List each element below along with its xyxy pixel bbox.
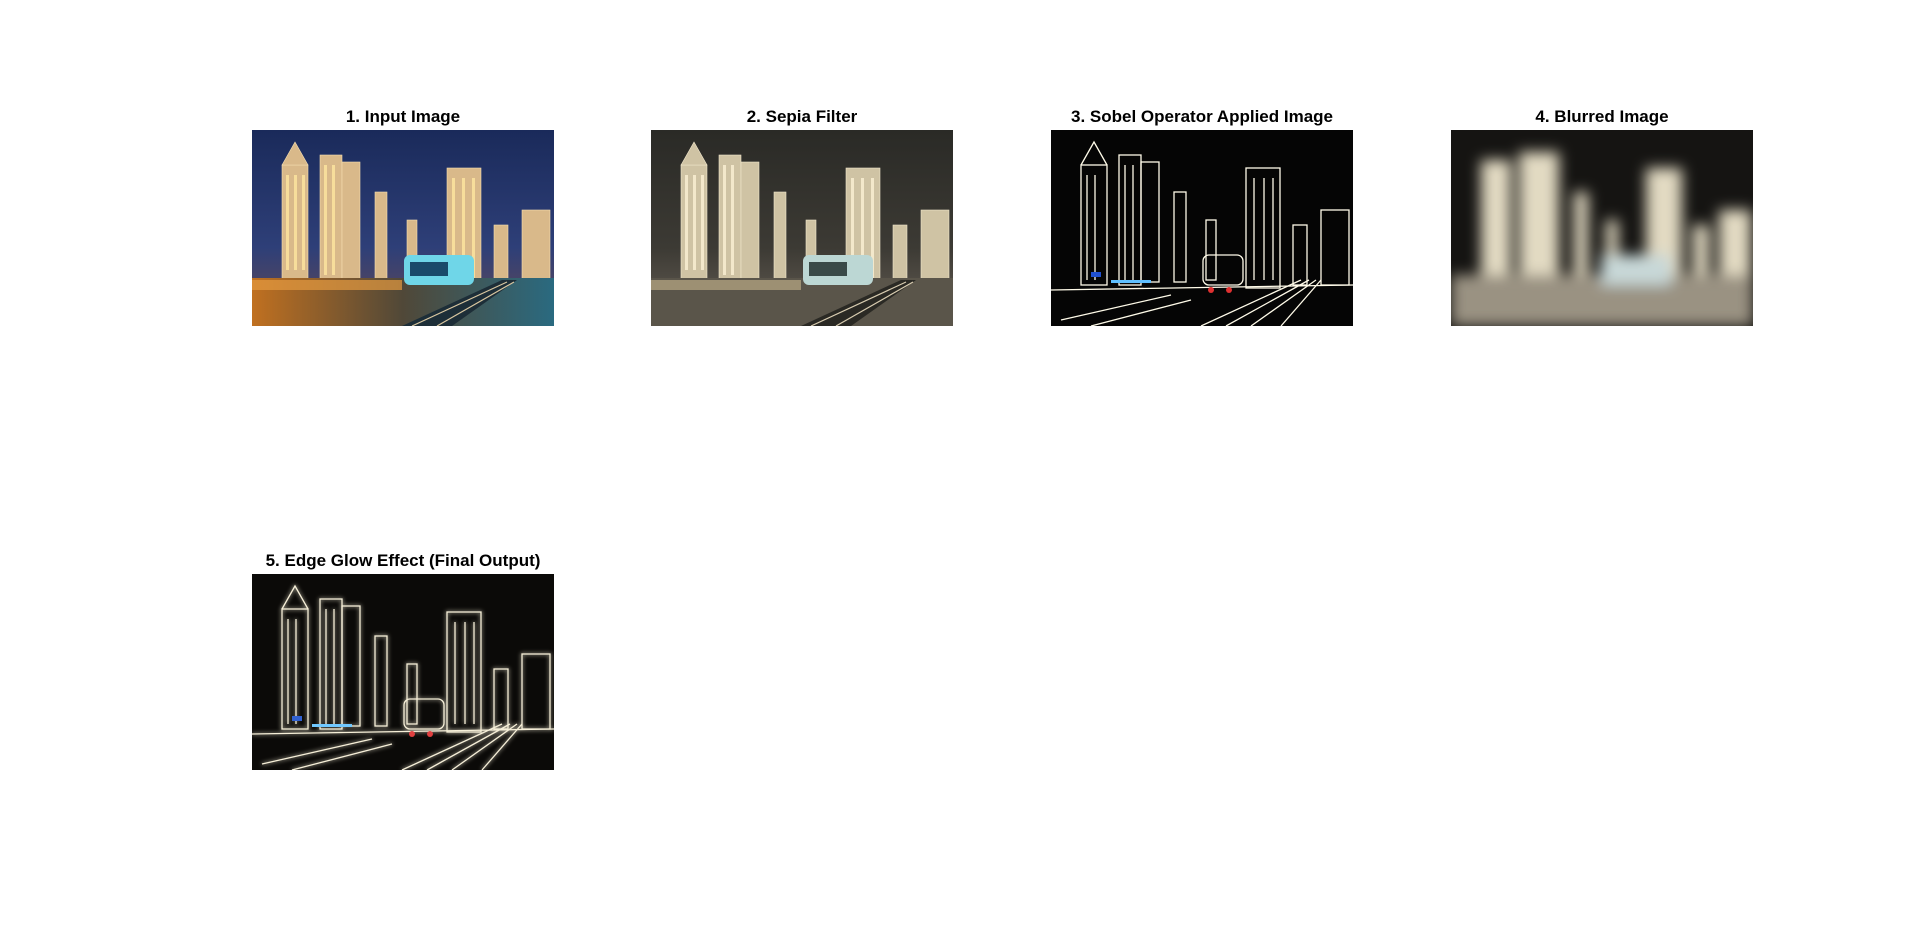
panel-title: 1. Input Image: [345, 107, 461, 126]
sobel-edge-image: [1051, 130, 1353, 326]
panel-title: 3. Sobel Operator Applied Image: [1071, 107, 1333, 126]
panel-title: 2. Sepia Filter: [746, 107, 858, 126]
edge-glow-image: [252, 574, 554, 770]
blurred-image: [1451, 130, 1753, 326]
panel-title: 5. Edge Glow Effect (Final Output): [265, 551, 541, 570]
input-image: [252, 130, 554, 326]
panel-title: 4. Blurred Image: [1535, 107, 1669, 126]
sepia-image: [651, 130, 953, 326]
